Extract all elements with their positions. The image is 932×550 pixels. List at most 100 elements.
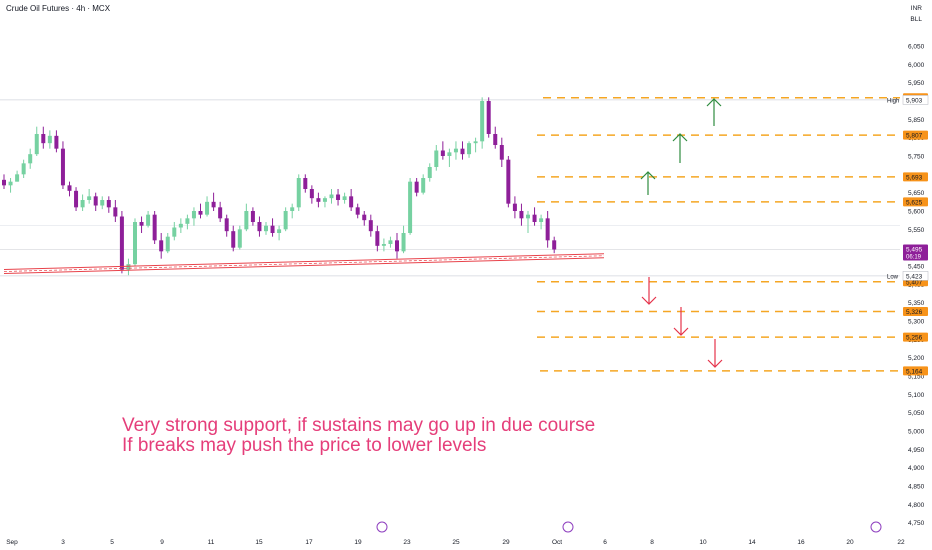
price-level-label: 5,407 bbox=[906, 279, 923, 286]
arrow-head bbox=[672, 133, 688, 142]
candle-body bbox=[178, 223, 183, 228]
candle-body bbox=[93, 196, 98, 206]
candle-body bbox=[211, 201, 216, 208]
x-tick-label: 23 bbox=[403, 539, 411, 546]
candle-body bbox=[480, 101, 485, 142]
candle-body bbox=[388, 240, 393, 244]
y-tick-label: 4,800 bbox=[908, 502, 925, 509]
candle-body bbox=[303, 178, 308, 189]
x-tick-label: 11 bbox=[208, 539, 215, 546]
candle-body bbox=[453, 148, 458, 153]
candle-body bbox=[41, 134, 46, 144]
candle-body bbox=[231, 231, 236, 248]
candle-body bbox=[447, 152, 452, 156]
candle-body bbox=[270, 225, 275, 233]
candle-body bbox=[80, 200, 85, 208]
annotation-line-2: If breaks may push the price to lower le… bbox=[122, 435, 487, 456]
event-marker-icon bbox=[562, 521, 574, 533]
candle-body bbox=[414, 181, 419, 193]
candle-body bbox=[159, 240, 164, 252]
candle-body bbox=[440, 150, 445, 156]
x-tick-label: 8 bbox=[650, 539, 654, 546]
candle-body bbox=[133, 222, 137, 265]
low-badge bbox=[902, 271, 929, 281]
high-label: High bbox=[887, 98, 899, 104]
low-label: Low bbox=[887, 274, 899, 280]
current-price-badge bbox=[903, 244, 928, 261]
candle-body bbox=[395, 240, 399, 252]
candle-body bbox=[362, 214, 367, 221]
candle-body bbox=[309, 189, 314, 199]
low-value: 5,423 bbox=[906, 273, 923, 280]
support-trendline[interactable] bbox=[3, 253, 605, 274]
y-tick-label: 5,600 bbox=[908, 209, 925, 216]
candle-body bbox=[532, 214, 537, 222]
x-tick-label: 5 bbox=[110, 539, 114, 546]
down-arrow-1 bbox=[641, 277, 657, 305]
candle-body bbox=[74, 190, 79, 208]
price-level-badge bbox=[903, 306, 928, 316]
candle-body bbox=[434, 150, 439, 167]
arrow-head bbox=[707, 359, 723, 368]
y-tick-label: 5,650 bbox=[908, 190, 925, 197]
down-arrow-2 bbox=[673, 307, 689, 336]
candle-body bbox=[408, 181, 413, 233]
symbol-title[interactable]: Crude Oil Futures · 4h · MCX bbox=[6, 4, 111, 13]
candle-body bbox=[539, 218, 544, 222]
candle-body bbox=[250, 211, 255, 222]
candle-body bbox=[67, 185, 72, 191]
x-tick-label: 16 bbox=[797, 539, 805, 546]
candle-body bbox=[421, 178, 426, 193]
candle-body bbox=[296, 178, 301, 208]
candle-body bbox=[185, 218, 190, 224]
price-level-badge bbox=[903, 172, 928, 182]
candle-body bbox=[519, 211, 524, 219]
candle-body bbox=[401, 233, 406, 252]
y-tick-label: 5,450 bbox=[908, 264, 925, 271]
high-value: 5,903 bbox=[906, 97, 923, 104]
candle-body bbox=[264, 225, 268, 232]
x-tick-label: 25 bbox=[452, 539, 460, 546]
candle-body bbox=[139, 222, 144, 226]
candle-body bbox=[506, 159, 511, 204]
candle-body bbox=[28, 154, 33, 164]
x-tick-label: 22 bbox=[897, 539, 905, 546]
currency-code: INR bbox=[910, 5, 922, 12]
support-line-upper bbox=[3, 253, 605, 270]
candle-body bbox=[205, 201, 210, 215]
candle-body bbox=[119, 216, 124, 270]
event-marker-icon bbox=[376, 521, 388, 533]
x-tick-label: 20 bbox=[846, 539, 854, 546]
candle-body bbox=[486, 101, 491, 134]
price-level-badge bbox=[903, 130, 928, 140]
annotation-line-1: Very strong support, if sustains may go … bbox=[122, 415, 596, 436]
high-badge bbox=[902, 95, 929, 105]
candle-body bbox=[342, 196, 347, 200]
candle-body bbox=[526, 214, 530, 219]
price-level-badge bbox=[903, 366, 928, 376]
candle-body bbox=[322, 198, 327, 202]
candle-body bbox=[460, 148, 465, 155]
y-tick-label: 6,000 bbox=[908, 62, 925, 69]
arrow-head bbox=[706, 98, 722, 107]
candle-body bbox=[146, 214, 151, 226]
up-arrow-1 bbox=[640, 171, 656, 195]
candle-body bbox=[467, 143, 472, 155]
candle-body bbox=[493, 134, 498, 145]
candle-body bbox=[473, 141, 478, 144]
arrow-head bbox=[641, 296, 657, 305]
candle-body bbox=[165, 236, 170, 252]
price-level-badge bbox=[903, 197, 928, 207]
price-level-badge bbox=[903, 332, 928, 342]
candle-body bbox=[316, 198, 321, 202]
candle-body bbox=[499, 145, 504, 160]
x-tick-label: Sep bbox=[6, 539, 18, 546]
y-tick-label: 5,750 bbox=[908, 154, 925, 161]
price-level-label: 5,807 bbox=[906, 133, 923, 140]
price-levels[interactable] bbox=[537, 96, 900, 372]
price-axis[interactable]: 6,0506,0005,9505,9005,8505,8005,7505,700… bbox=[887, 44, 929, 528]
time-axis[interactable]: Sep 3 5 9 11 15 17 19 23 25 29 Oct 6 8 10 14 16 20 22 bbox=[6, 521, 905, 546]
y-tick-label: 5,550 bbox=[908, 227, 925, 234]
x-tick-label: Oct bbox=[552, 539, 562, 546]
